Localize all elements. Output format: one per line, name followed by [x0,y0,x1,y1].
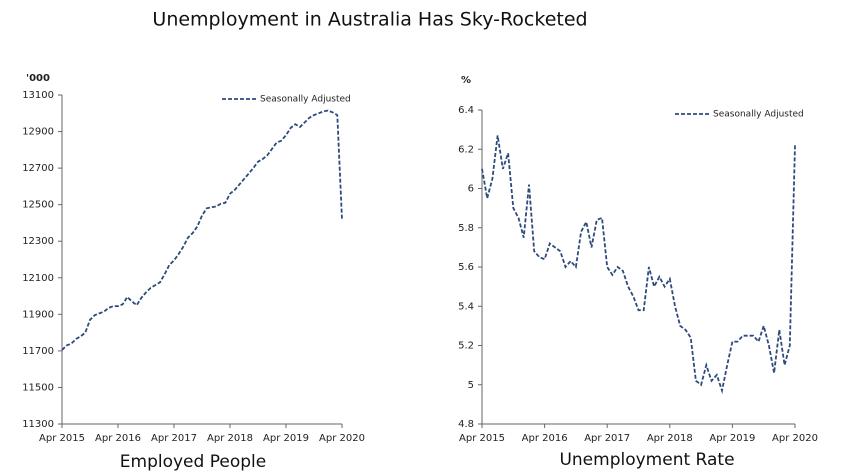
y-tick-label: 11700 [22,346,54,357]
legend-label: Seasonally Adjusted [260,95,351,105]
y-tick-label: 5.2 [458,341,474,352]
y-tick-label: 11500 [22,382,54,393]
y-tick-label: 12900 [22,127,54,138]
y-tick-label: 6.4 [458,105,474,116]
x-tick-label: Apr 2015 [459,433,505,444]
legend-label: Seasonally Adjusted [713,110,804,120]
page-title: Unemployment in Australia Has Sky-Rocket… [152,9,587,31]
y-tick-label: 6 [468,184,474,195]
y-tick-label: 6.2 [458,144,474,155]
y-tick-label: 5.4 [458,301,474,312]
x-tick-label: Apr 2016 [522,433,568,444]
y-tick-label: 12100 [22,273,54,284]
y-tick-label: 4.8 [458,419,474,430]
y-axis-unit: '000 [26,73,50,84]
x-tick-label: Apr 2017 [151,433,197,444]
y-tick-label: 5.8 [458,223,474,234]
x-tick-label: Apr 2020 [319,433,365,444]
x-tick-label: Apr 2019 [709,433,755,444]
x-tick-label: Apr 2018 [207,433,253,444]
x-tick-label: Apr 2018 [647,433,693,444]
y-tick-label: 12300 [22,236,54,247]
y-tick-label: 12500 [22,200,54,211]
y-tick-label: 12700 [22,163,54,174]
y-tick-label: 5.6 [458,262,474,273]
y-tick-label: 11300 [22,419,54,430]
y-tick-label: 13100 [22,90,54,101]
y-tick-label: 11900 [22,309,54,320]
data-line [481,135,796,395]
x-tick-label: Apr 2016 [95,433,141,444]
data-line [61,109,343,351]
x-tick-label: Apr 2019 [263,433,309,444]
y-tick-label: 5 [468,380,474,391]
x-tick-label: Apr 2015 [39,433,85,444]
x-tick-label: Apr 2020 [772,433,818,444]
chart-title: Employed People [120,452,266,472]
chart-title: Unemployment Rate [559,450,734,470]
x-tick-label: Apr 2017 [584,433,630,444]
y-axis-unit: % [461,75,471,86]
